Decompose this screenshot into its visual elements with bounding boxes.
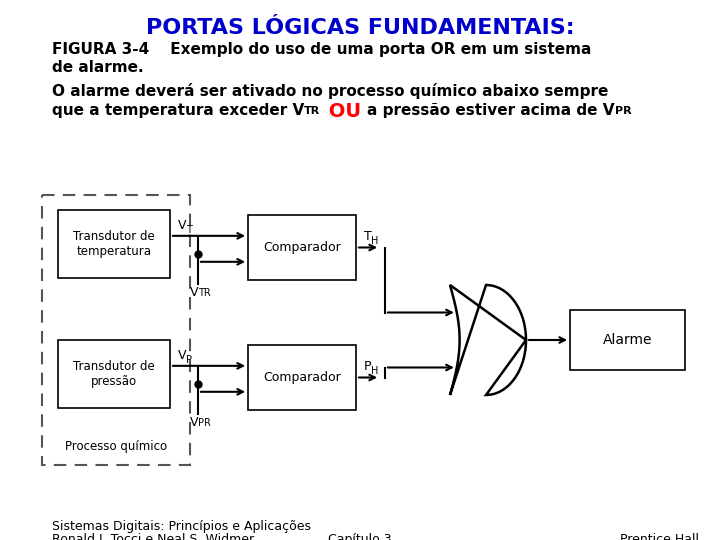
Text: Transdutor de
temperatura: Transdutor de temperatura (73, 230, 155, 258)
Text: FIGURA 3-4    Exemplo do uso de uma porta OR em um sistema: FIGURA 3-4 Exemplo do uso de uma porta O… (52, 42, 591, 57)
Bar (58, 340, 170, 408)
Text: PORTAS LÓGICAS FUNDAMENTAIS:: PORTAS LÓGICAS FUNDAMENTAIS: (145, 18, 575, 38)
Text: a pressão estiver acima de V: a pressão estiver acima de V (367, 103, 615, 118)
Text: Comparador: Comparador (263, 371, 341, 384)
Text: P: P (364, 361, 372, 374)
Text: Comparador: Comparador (263, 241, 341, 254)
Text: Capítulo 3: Capítulo 3 (328, 533, 392, 540)
Text: P: P (186, 355, 192, 365)
Text: TR: TR (305, 106, 320, 116)
Bar (248, 215, 356, 280)
Text: PR: PR (615, 106, 631, 116)
Text: T: T (364, 231, 372, 244)
Text: V: V (190, 416, 199, 429)
Text: de alarme.: de alarme. (52, 60, 143, 75)
Text: V: V (178, 219, 186, 232)
Bar (58, 210, 170, 278)
Text: Transdutor de
pressão: Transdutor de pressão (73, 360, 155, 388)
Text: V: V (178, 349, 186, 362)
Polygon shape (450, 285, 526, 395)
Bar (570, 310, 685, 370)
Text: TR: TR (198, 288, 211, 298)
Text: O alarme deverá ser ativado no processo químico abaixo sempre: O alarme deverá ser ativado no processo … (52, 83, 608, 99)
Text: Alarme: Alarme (603, 333, 652, 347)
Text: Prentice Hall: Prentice Hall (621, 533, 700, 540)
Text: que a temperatura exceder V: que a temperatura exceder V (52, 103, 305, 118)
Text: Sistemas Digitais: Princípios e Aplicações: Sistemas Digitais: Princípios e Aplicaçõ… (52, 520, 311, 533)
Text: H: H (371, 237, 379, 246)
Text: PR: PR (198, 418, 211, 428)
Text: T: T (186, 225, 192, 235)
Text: V: V (190, 286, 199, 299)
Text: Processo químico: Processo químico (65, 440, 167, 453)
Text: OU: OU (322, 102, 367, 121)
Text: Ronald J. Tocci e Neal S. Widmer: Ronald J. Tocci e Neal S. Widmer (52, 533, 254, 540)
Text: H: H (371, 367, 379, 376)
Bar (248, 345, 356, 410)
Bar (42, 195, 190, 465)
